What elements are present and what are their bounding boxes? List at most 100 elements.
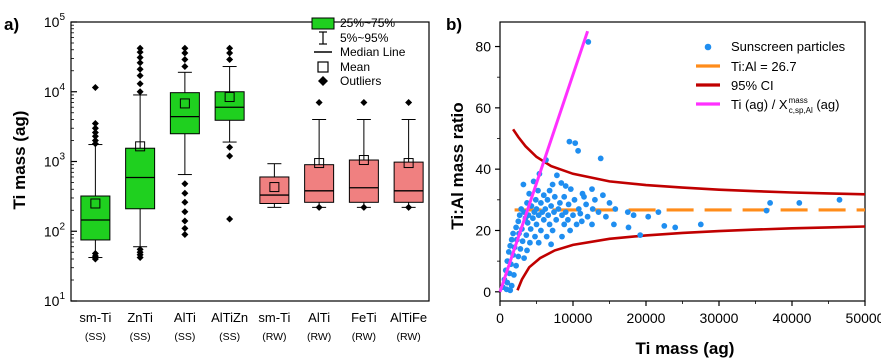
legend-magenta-sup: mass <box>789 96 808 105</box>
iqr-box <box>394 162 423 202</box>
x-tick-label: 10000 <box>554 310 593 326</box>
iqr-box <box>349 160 378 202</box>
particle-point <box>511 272 517 278</box>
box-group-altife-rw <box>394 99 423 211</box>
panel-a: a) Ti mass (ag) 101102103104105 sm-Ti(SS… <box>4 12 429 343</box>
particle-point <box>509 237 515 243</box>
particle-point <box>631 212 637 218</box>
y-tick-label: 40 <box>475 161 491 177</box>
particle-point <box>596 209 602 215</box>
y-tick-label: 0 <box>483 284 491 300</box>
y-tick-label: 105 <box>44 12 66 30</box>
particle-point <box>523 232 529 238</box>
particle-point <box>565 217 571 223</box>
legend-particles-label: Sunscreen particles <box>731 39 846 54</box>
particle-point <box>764 208 770 214</box>
particle-point <box>517 212 523 218</box>
particle-point <box>515 218 521 224</box>
x-tick-label: sm-Ti <box>258 310 290 325</box>
particle-point <box>563 183 569 189</box>
box-group-altizn-ss <box>215 45 244 223</box>
particle-point <box>532 234 538 240</box>
legend-magenta-label: Ti (ag) / Xmass c,sp,Al (ag) <box>731 96 839 115</box>
particle-point <box>520 238 526 244</box>
outlier-point <box>181 225 188 232</box>
particle-point <box>592 197 598 203</box>
outlier-point <box>92 120 99 127</box>
particle-point <box>607 200 613 206</box>
particle-point <box>530 215 536 221</box>
outlier-point <box>226 152 233 159</box>
iqr-box <box>260 177 289 204</box>
outlier-point <box>226 215 233 222</box>
particle-point <box>541 217 547 223</box>
panel-a-legend: 25%~75% 5%~95% Median Line Mean Outliers <box>312 16 406 88</box>
outlier-point <box>137 45 144 52</box>
x-tick-sublabel: (RW) <box>262 331 286 343</box>
panel-b-legend: Sunscreen particles Ti:Al = 26.7 95% CI … <box>696 39 846 115</box>
particle-point <box>528 226 534 232</box>
particle-point <box>637 232 643 238</box>
y-tick-label: 102 <box>44 221 66 239</box>
box-group-alti-rw <box>305 99 334 211</box>
particle-point <box>550 182 556 188</box>
x-tick-label: AlTi <box>308 310 330 325</box>
particle-point <box>541 192 547 198</box>
particle-point <box>577 211 583 217</box>
box-group-sm-ti-rw <box>260 164 289 208</box>
panel-b-y-axis-title: Ti:Al mass ratio <box>448 102 467 229</box>
outlier-point <box>137 72 144 79</box>
particle-point <box>544 234 550 240</box>
particle-point <box>572 197 578 203</box>
box-group-znti-ss <box>126 45 155 261</box>
particle-point <box>550 228 556 234</box>
particle-point <box>698 222 704 228</box>
iqr-box <box>126 148 155 209</box>
outlier-point <box>316 99 323 106</box>
x-tick-sublabel: (SS) <box>174 331 195 343</box>
legend-magenta-sub: c,sp,Al <box>789 106 813 115</box>
outlier-point <box>226 45 233 52</box>
particle-point <box>626 225 632 231</box>
particle-point <box>581 194 587 200</box>
particle-point <box>585 39 591 45</box>
outlier-point <box>360 204 367 211</box>
iqr-box <box>305 165 334 203</box>
outlier-point <box>181 190 188 197</box>
outlier-point <box>405 204 412 211</box>
particle-point <box>585 214 591 220</box>
particle-point <box>645 214 651 220</box>
panel-a-label: a) <box>4 15 19 34</box>
x-tick-sublabel: (SS) <box>85 331 106 343</box>
y-tick-label: 20 <box>475 222 491 238</box>
panel-b-x-axis-title: Ti mass (ag) <box>636 339 735 358</box>
x-tick-label: FeTi <box>351 310 377 325</box>
legend-whisker-swatch <box>319 32 327 44</box>
particle-point <box>600 192 606 198</box>
particle-point <box>515 254 521 260</box>
particle-point <box>536 240 542 246</box>
x-tick-label: AlTiFe <box>390 310 427 325</box>
particle-point <box>521 255 527 261</box>
particle-point <box>589 186 595 192</box>
particle-point <box>534 222 540 228</box>
x-tick-sublabel: (RW) <box>396 331 420 343</box>
particle-point <box>598 156 604 162</box>
legend-outliers-swatch <box>318 76 328 86</box>
particle-point <box>767 200 773 206</box>
particle-point <box>661 223 667 229</box>
outlier-point <box>137 66 144 73</box>
panel-b-plot-frame <box>500 22 865 301</box>
particle-point <box>513 225 519 231</box>
iqr-box <box>215 92 244 121</box>
outlier-point <box>137 80 144 87</box>
legend-median-label: Median Line <box>340 45 406 59</box>
particle-point <box>545 212 551 218</box>
x-tick-label: ZnTi <box>127 310 153 325</box>
particle-point <box>557 200 563 206</box>
particle-point <box>567 139 573 145</box>
panel-a-y-axis-title: Ti mass (ag) <box>10 111 29 210</box>
particle-point <box>837 197 843 203</box>
particle-point <box>579 218 585 224</box>
particle-point <box>524 248 530 254</box>
